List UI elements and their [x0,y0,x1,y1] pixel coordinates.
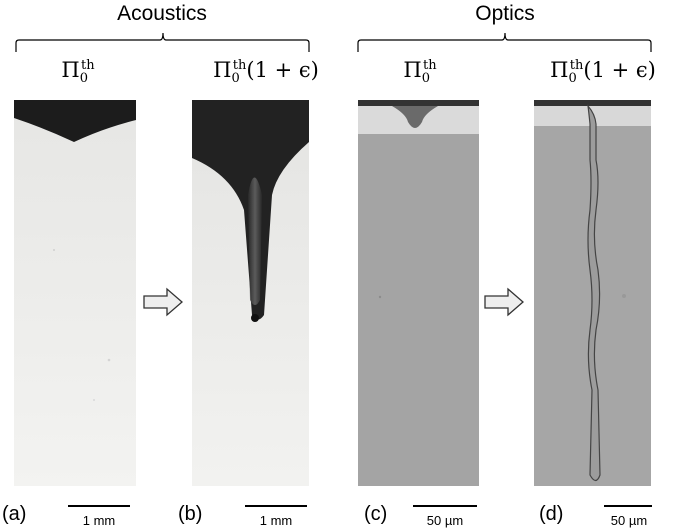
optics-title: Optics [475,2,535,25]
panel-c-scale-text: 50 µm [426,513,464,528]
panel-a-scale-bar [68,505,130,507]
panel-d-letter: (d) [539,503,564,525]
panel-c-letter: (c) [364,503,388,525]
panel-c-label: Π0th [403,58,437,87]
optics-brace [357,32,652,52]
panel-b-letter: (b) [178,503,203,525]
panel-d-photo [534,100,651,486]
transition-arrow-acoustics [143,287,183,317]
optic-surface-bump [392,106,438,128]
panel-a-letter: (a) [2,503,27,525]
panel-c-photo [358,100,479,486]
panel-a-scale-text: 1 mm [82,513,116,528]
acoustics-brace [15,32,310,52]
panel-b-photo [192,100,309,486]
panel-d-scale-text: 50 µm [610,513,648,528]
panel-a-label: Π0th [61,58,95,87]
transition-arrow-optics [484,287,524,317]
panel-c-scale-bar [413,505,477,507]
section-braces [15,32,652,52]
acoustics-title: Acoustics [117,2,207,25]
panel-b-scale-bar [245,505,307,507]
panel-b-scale-text: 1 mm [259,513,293,528]
panel-d-label: Π0th(1 + ϵ) [550,58,656,87]
acoustic-liquid-surface [14,100,136,142]
panel-a-photo [14,100,136,486]
panel-b-label: Π0th(1 + ϵ) [213,58,319,87]
optic-jet [587,104,601,482]
panel-d-scale-bar [604,505,652,507]
